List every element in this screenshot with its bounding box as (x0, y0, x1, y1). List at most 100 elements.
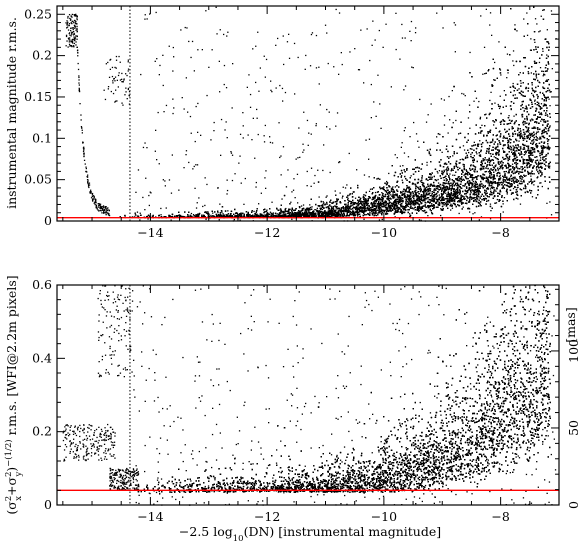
data-point (549, 201, 551, 203)
data-point (523, 136, 526, 138)
data-point (423, 191, 425, 193)
data-point (436, 195, 439, 197)
data-point (461, 196, 463, 198)
data-point (498, 192, 500, 195)
data-point (388, 172, 390, 175)
data-point (517, 127, 519, 129)
data-point (498, 178, 500, 180)
data-point (448, 198, 450, 200)
data-point (414, 199, 416, 201)
data-point (548, 162, 551, 165)
data-point (358, 213, 360, 215)
data-point (531, 152, 533, 154)
data-point (460, 195, 462, 197)
data-point (227, 215, 229, 218)
data-point (431, 194, 433, 196)
data-point (400, 192, 402, 194)
data-point (269, 215, 271, 217)
data-point (396, 196, 399, 198)
data-point (425, 194, 427, 196)
data-point (352, 191, 354, 193)
data-point (326, 195, 328, 197)
data-point (332, 207, 335, 209)
data-point (485, 177, 487, 180)
data-point (457, 188, 459, 190)
data-point (502, 137, 504, 139)
data-point (534, 151, 536, 153)
data-point (438, 194, 440, 196)
data-point (480, 165, 482, 167)
data-point (487, 196, 489, 198)
data-point (547, 79, 550, 81)
data-point (495, 190, 497, 192)
data-point (453, 180, 456, 182)
data-point (512, 187, 515, 190)
data-point (392, 186, 394, 188)
data-point (496, 198, 498, 201)
data-point (540, 103, 543, 105)
data-point (419, 180, 422, 182)
data-point (403, 130, 405, 132)
data-point (350, 204, 352, 207)
data-point (410, 175, 412, 177)
data-point (309, 204, 311, 206)
data-point (470, 192, 472, 194)
data-point (507, 72, 509, 74)
data-point (504, 173, 506, 175)
data-point (505, 164, 507, 166)
data-point (519, 72, 521, 74)
data-point (387, 189, 389, 191)
data-point (152, 214, 154, 216)
data-point (357, 201, 360, 203)
data-point (459, 159, 461, 161)
data-point (537, 97, 539, 99)
data-point (501, 167, 503, 169)
data-point (369, 188, 372, 190)
data-point (534, 91, 536, 93)
data-point (516, 187, 518, 189)
data-point (472, 177, 474, 179)
data-point (452, 155, 454, 157)
data-point (532, 147, 534, 149)
data-point (472, 180, 474, 183)
data-point (437, 182, 440, 184)
data-point (452, 199, 454, 201)
data-point (401, 179, 403, 181)
data-point (444, 198, 446, 200)
data-point (522, 158, 524, 160)
data-point (448, 186, 450, 188)
data-point (428, 187, 430, 189)
data-point (513, 182, 515, 184)
data-point (297, 202, 299, 204)
data-point (341, 211, 343, 213)
data-point (447, 168, 450, 170)
data-point (479, 154, 482, 156)
data-point (518, 146, 520, 148)
data-point (332, 215, 334, 217)
data-point (489, 188, 492, 190)
data-point (548, 167, 551, 169)
top-panel: −14 −12 −10 −800.050.10.150.20.25 instrumen… (4, 5, 560, 240)
data-point (243, 215, 246, 217)
data-point (507, 158, 509, 160)
data-point (447, 169, 450, 171)
data-point (312, 210, 315, 212)
data-point (479, 140, 481, 142)
data-point (192, 214, 195, 216)
data-point (400, 175, 403, 177)
data-point (445, 192, 447, 194)
data-point (461, 199, 463, 201)
data-point (513, 177, 515, 180)
data-point (152, 215, 154, 217)
data-point (347, 203, 349, 205)
data-point (408, 187, 410, 189)
data-point (355, 206, 358, 208)
data-point (502, 203, 504, 205)
data-point (427, 194, 429, 196)
data-point (518, 140, 520, 142)
data-point (345, 209, 347, 212)
data-point (513, 159, 515, 161)
data-point (446, 171, 448, 173)
data-point (524, 138, 526, 140)
data-point (248, 215, 250, 217)
